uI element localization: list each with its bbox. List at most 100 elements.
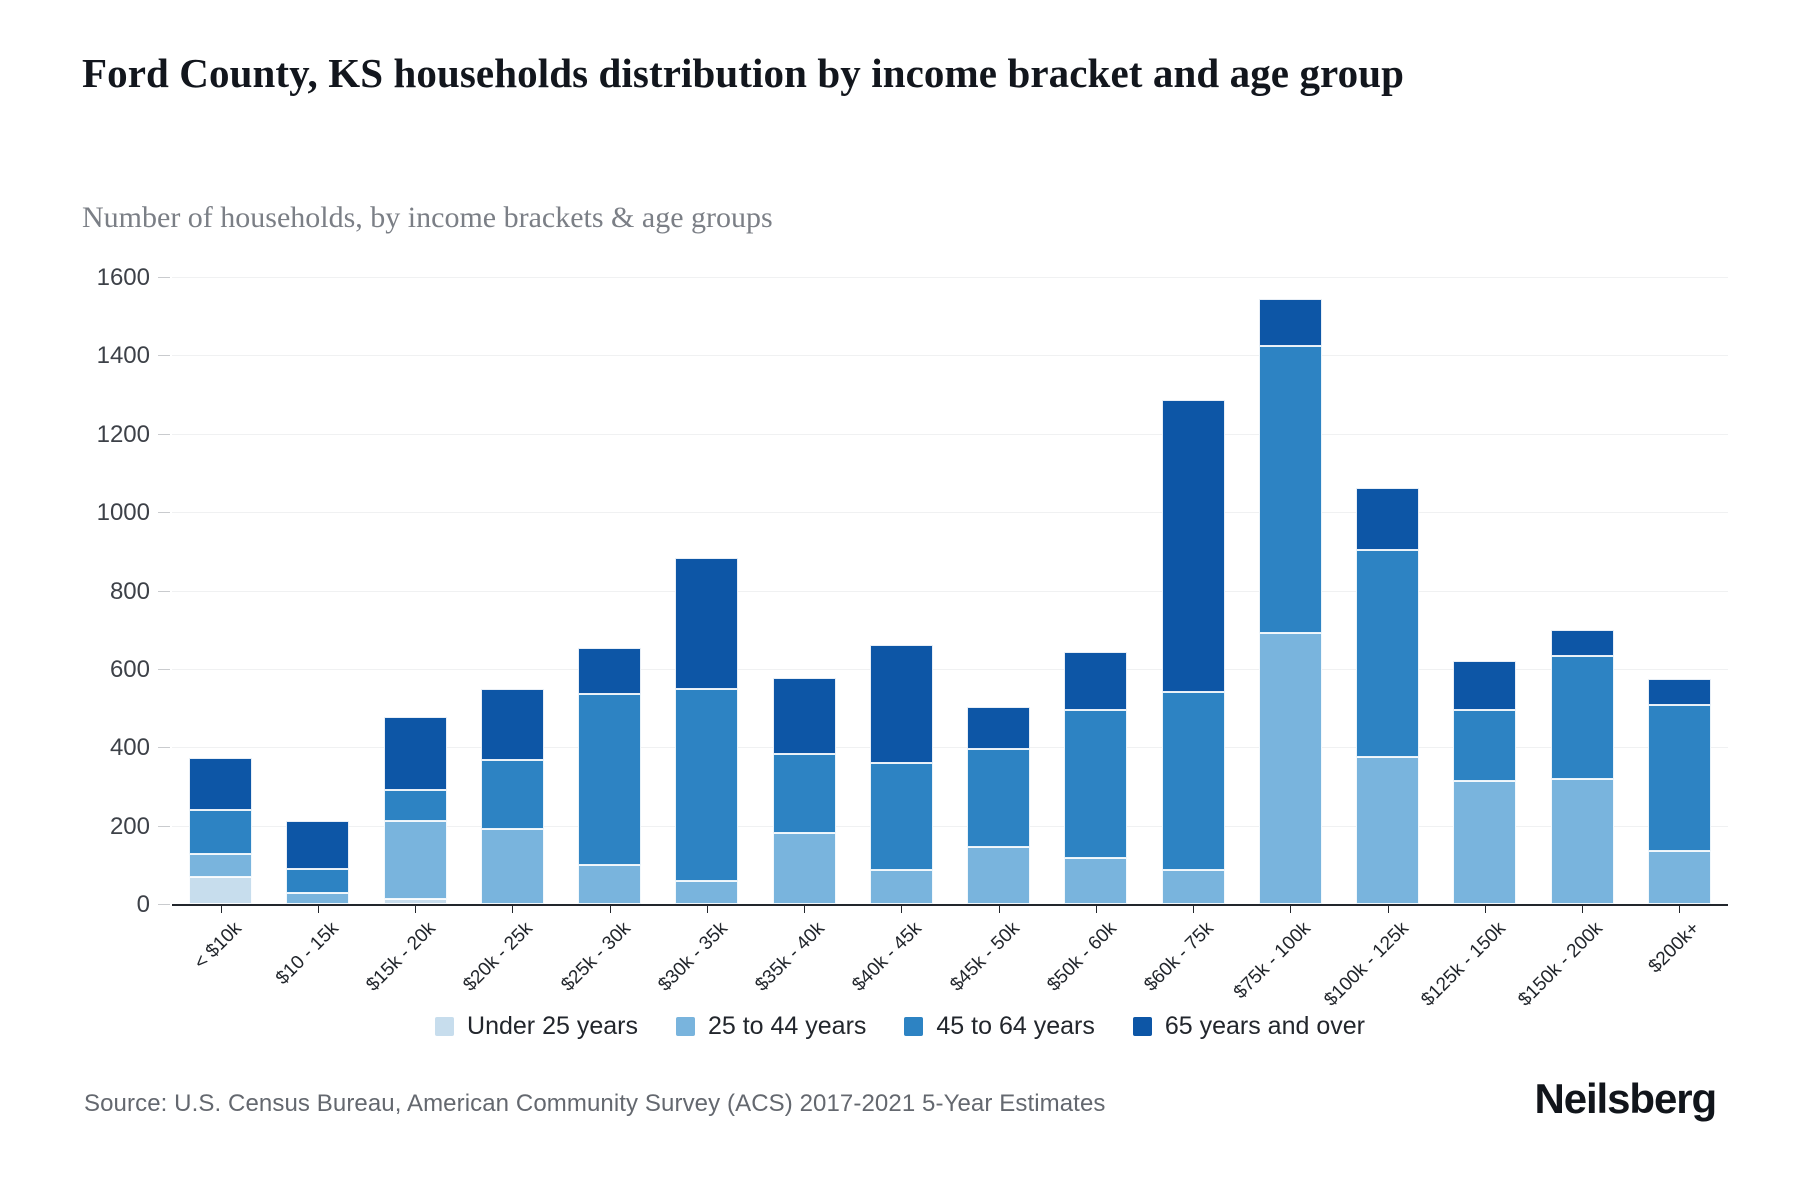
y-axis-tick-label: 1600 [96,264,150,291]
bar-segment[interactable] [1647,679,1711,705]
bar-segment[interactable] [1064,857,1128,904]
bar-column[interactable] [1145,277,1242,904]
bar-segment[interactable] [675,689,739,882]
bar-segment[interactable] [1161,692,1225,870]
bar-segment[interactable] [1550,655,1614,779]
bar-segment[interactable] [1161,400,1225,693]
bar-stack[interactable] [772,677,836,904]
bar-segment[interactable] [480,759,544,829]
bar-column[interactable] [1242,277,1339,904]
bar-segment[interactable] [1647,850,1711,904]
bar-stack[interactable] [869,645,933,904]
bar-segment[interactable] [383,899,447,904]
bar-segment[interactable] [772,753,836,834]
bar-segment[interactable] [967,749,1031,848]
legend-item[interactable]: 45 to 64 years [904,1012,1095,1041]
x-axis-tick-mark [1387,904,1389,913]
bar-segment[interactable] [967,847,1031,904]
gridline [172,355,1728,357]
y-axis-tick-label: 1000 [96,499,150,527]
legend-item[interactable]: 25 to 44 years [675,1012,866,1041]
y-axis-tick-label: 800 [109,577,150,605]
bar-column[interactable] [756,277,853,904]
legend-item[interactable]: 65 years and over [1132,1012,1365,1041]
bar-segment[interactable] [1453,661,1517,711]
gridline [172,747,1728,749]
y-axis-tick-mark [158,668,170,670]
bar-segment[interactable] [967,707,1031,750]
bar-segment[interactable] [869,645,933,763]
bar-column[interactable] [1534,277,1631,904]
bar-stack[interactable] [1550,629,1614,904]
bar-segment[interactable] [869,762,933,870]
bar-stack[interactable] [1356,488,1420,904]
bar-column[interactable] [367,277,464,904]
bar-column[interactable] [1047,277,1144,904]
bar-segment[interactable] [1550,629,1614,656]
bar-segment[interactable] [480,828,544,904]
bar-segment[interactable] [383,820,447,900]
bar-column[interactable] [1631,277,1728,904]
bar-stack[interactable] [383,717,447,904]
legend-swatch [1132,1017,1152,1036]
bar-segment[interactable] [1161,869,1225,904]
bar-column[interactable] [561,277,658,904]
bar-segment[interactable] [869,869,933,904]
bar-segment[interactable] [189,809,253,854]
bar-stack[interactable] [189,757,253,904]
bar-column[interactable] [172,277,269,904]
bar-segment[interactable] [1258,346,1322,633]
bar-segment[interactable] [675,557,739,690]
bar-stack[interactable] [967,707,1031,904]
bar-segment[interactable] [675,881,739,904]
bar-stack[interactable] [1453,661,1517,904]
bar-segment[interactable] [1550,778,1614,904]
bar-column[interactable] [269,277,366,904]
bar-column[interactable] [1339,277,1436,904]
bar-stack[interactable] [480,689,544,904]
y-axis-tick-label: 600 [109,655,150,683]
bar-segment[interactable] [383,717,447,790]
bar-stack[interactable] [578,647,642,904]
bar-segment[interactable] [578,693,642,865]
bar-segment[interactable] [1258,299,1322,347]
bar-column[interactable] [853,277,950,904]
bar-segment[interactable] [189,877,253,904]
bar-segment[interactable] [1453,781,1517,904]
bar-segment[interactable] [1356,488,1420,550]
bar-segment[interactable] [1647,704,1711,851]
bar-segment[interactable] [772,677,836,754]
bar-stack[interactable] [675,557,739,904]
bar-column[interactable] [1436,277,1533,904]
bar-series-layer [172,277,1728,904]
bar-stack[interactable] [1647,679,1711,904]
legend-item[interactable]: Under 25 years [435,1012,638,1041]
bar-segment[interactable] [286,820,350,869]
y-axis-tick-label: 1400 [96,342,150,370]
bar-segment[interactable] [189,757,253,810]
bar-column[interactable] [950,277,1047,904]
bar-segment[interactable] [1356,757,1420,904]
bar-stack[interactable] [286,820,350,904]
bar-segment[interactable] [286,893,350,904]
bar-segment[interactable] [578,647,642,694]
bar-stack[interactable] [1258,299,1322,904]
bar-segment[interactable] [1064,709,1128,858]
bar-segment[interactable] [189,853,253,878]
bar-segment[interactable] [1258,632,1322,904]
bar-segment[interactable] [286,868,350,894]
page-title: Ford County, KS households distribution … [82,50,1405,96]
bar-column[interactable] [658,277,755,904]
bar-segment[interactable] [1064,651,1128,710]
bar-segment[interactable] [1356,549,1420,758]
y-axis-tick-mark [158,433,170,435]
bar-segment[interactable] [1453,710,1517,782]
bar-segment[interactable] [772,833,836,904]
bar-segment[interactable] [383,789,447,821]
bar-segment[interactable] [480,689,544,760]
x-axis-tick-mark [415,904,417,913]
bar-column[interactable] [464,277,561,904]
bar-segment[interactable] [578,864,642,904]
bar-stack[interactable] [1064,651,1128,904]
bar-stack[interactable] [1161,400,1225,904]
